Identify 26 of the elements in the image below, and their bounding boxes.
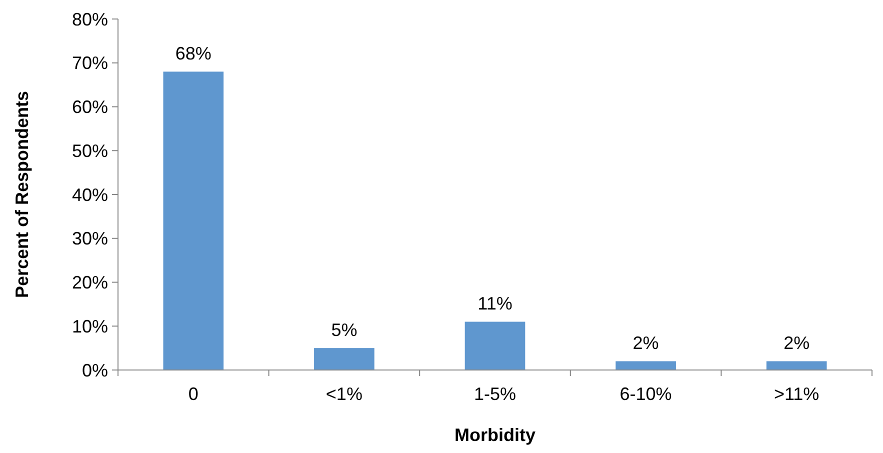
y-tick-label: 10% (72, 316, 108, 336)
y-tick-label: 40% (72, 184, 108, 205)
bar (616, 361, 676, 370)
data-label: 11% (478, 294, 512, 314)
x-axis-title: Morbidity (454, 425, 536, 445)
bar (766, 361, 827, 370)
data-label: 2% (784, 333, 810, 354)
bar (464, 322, 526, 370)
x-tick-label: 6-10% (620, 384, 672, 404)
data-label: 5% (331, 320, 358, 340)
y-axis-title: Percent of Respondents (12, 90, 32, 298)
y-tick-label: 70% (72, 53, 108, 74)
x-tick-label: >11% (774, 384, 820, 404)
y-tick-label: 20% (72, 272, 108, 293)
y-tick-label: 50% (72, 140, 108, 161)
bar (314, 348, 374, 370)
bar (163, 72, 224, 370)
x-tick-label: 0 (188, 384, 198, 404)
y-tick-label: 60% (72, 97, 108, 118)
y-tick-label: 30% (72, 228, 108, 249)
y-tick-label: 0% (82, 360, 108, 380)
data-label: 68% (175, 44, 212, 64)
x-tick-label: 1-5% (474, 384, 516, 404)
y-tick-label: 80% (72, 9, 108, 30)
x-tick-label: <1% (326, 384, 362, 404)
data-label: 2% (632, 333, 659, 354)
